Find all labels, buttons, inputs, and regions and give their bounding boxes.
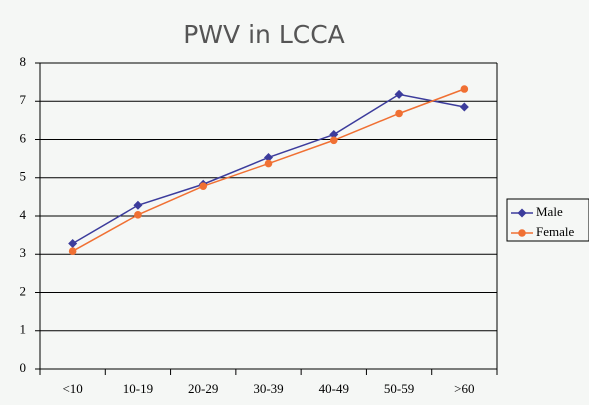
y-tick-label: 4 (20, 207, 27, 222)
x-tick-label: 30-39 (253, 381, 283, 396)
marker (329, 136, 338, 145)
marker (329, 130, 339, 140)
x-tick-label: <10 (62, 381, 82, 396)
marker (199, 182, 208, 190)
marker (68, 239, 78, 249)
marker (460, 85, 469, 93)
y-tick-label: 0 (20, 360, 27, 375)
y-tick-label: 8 (20, 54, 27, 69)
y-tick-label: 6 (20, 130, 27, 145)
legend-label: Male (536, 204, 563, 219)
marker (68, 247, 77, 255)
legend-label: Female (536, 224, 574, 239)
marker (459, 102, 469, 112)
marker (264, 152, 273, 162)
line (72, 88, 465, 252)
legend-marker (517, 208, 527, 218)
x-tick-label: 40-49 (319, 381, 349, 396)
y-tick-label: 7 (20, 92, 27, 107)
marker (133, 200, 143, 210)
marker (395, 109, 403, 118)
line (72, 93, 465, 245)
y-tick-label: 2 (20, 283, 27, 298)
y-tick-label: 1 (20, 322, 27, 337)
y-tick-label: 3 (20, 245, 27, 260)
chart-title: PWV in LCCA (183, 20, 345, 49)
legend-marker (518, 229, 526, 237)
y-tick-label: 5 (20, 169, 27, 184)
marker (264, 159, 273, 168)
marker (134, 211, 142, 219)
x-tick-label: 50-59 (384, 381, 414, 396)
x-tick-label: >60 (454, 381, 474, 396)
x-tick-label: 10-19 (123, 381, 153, 396)
x-tick-label: 20-29 (188, 381, 218, 396)
marker (394, 89, 404, 99)
